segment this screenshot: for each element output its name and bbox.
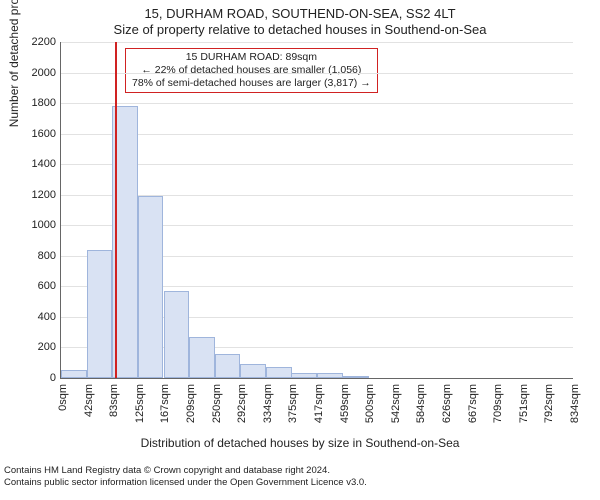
x-tick: 42sqm xyxy=(83,384,95,417)
y-tick: 400 xyxy=(38,311,56,323)
x-tick: 459sqm xyxy=(339,384,351,423)
infobox-line: 78% of semi-detached houses are larger (… xyxy=(132,77,371,90)
y-tick: 1800 xyxy=(32,97,56,109)
x-tick: 834sqm xyxy=(569,384,581,423)
histogram-bar xyxy=(138,196,164,378)
x-tick: 709sqm xyxy=(492,384,504,423)
x-tick: 209sqm xyxy=(185,384,197,423)
x-tick: 584sqm xyxy=(415,384,427,423)
y-tick: 1200 xyxy=(32,189,56,201)
x-tick: 751sqm xyxy=(518,384,530,423)
x-tick: 417sqm xyxy=(313,384,325,423)
title-line-2: Size of property relative to detached ho… xyxy=(0,22,600,37)
histogram-bar xyxy=(189,337,215,378)
y-tick: 0 xyxy=(50,372,56,384)
y-axis-label: Number of detached properties xyxy=(7,0,21,127)
infobox-line: ← 22% of detached houses are smaller (1,… xyxy=(132,64,371,77)
x-tick: 292sqm xyxy=(236,384,248,423)
x-tick: 542sqm xyxy=(390,384,402,423)
x-tick: 375sqm xyxy=(287,384,299,423)
y-tick: 2000 xyxy=(32,67,56,79)
histogram-bar xyxy=(240,364,266,378)
histogram-bar xyxy=(87,250,113,378)
y-tick: 2200 xyxy=(32,36,56,48)
histogram-bar xyxy=(317,373,343,378)
x-tick: 250sqm xyxy=(211,384,223,423)
y-tick: 800 xyxy=(38,250,56,262)
y-tick: 1000 xyxy=(32,219,56,231)
infobox-line: 15 DURHAM ROAD: 89sqm xyxy=(132,51,371,64)
x-tick: 334sqm xyxy=(262,384,274,423)
histogram-bar xyxy=(215,354,241,378)
histogram-bar xyxy=(164,291,190,378)
x-tick: 626sqm xyxy=(441,384,453,423)
histogram-bar xyxy=(61,370,87,378)
y-tick: 200 xyxy=(38,341,56,353)
x-tick: 0sqm xyxy=(57,384,69,411)
histogram-bar xyxy=(343,376,369,378)
histogram-bar xyxy=(291,373,317,378)
x-tick: 500sqm xyxy=(364,384,376,423)
property-marker-line xyxy=(115,42,117,378)
title-line-1: 15, DURHAM ROAD, SOUTHEND-ON-SEA, SS2 4L… xyxy=(0,6,600,21)
x-tick: 792sqm xyxy=(543,384,555,423)
x-tick: 667sqm xyxy=(467,384,479,423)
y-tick: 600 xyxy=(38,280,56,292)
y-tick: 1400 xyxy=(32,158,56,170)
x-axis-label: Distribution of detached houses by size … xyxy=(0,436,600,450)
histogram-plot: 15 DURHAM ROAD: 89sqm← 22% of detached h… xyxy=(60,42,573,379)
histogram-bar xyxy=(266,367,292,378)
x-tick: 125sqm xyxy=(134,384,146,423)
x-tick: 83sqm xyxy=(108,384,120,417)
y-tick: 1600 xyxy=(32,128,56,140)
attribution-footer: Contains HM Land Registry data © Crown c… xyxy=(4,465,367,488)
x-tick: 167sqm xyxy=(159,384,171,423)
marker-infobox: 15 DURHAM ROAD: 89sqm← 22% of detached h… xyxy=(125,48,378,93)
